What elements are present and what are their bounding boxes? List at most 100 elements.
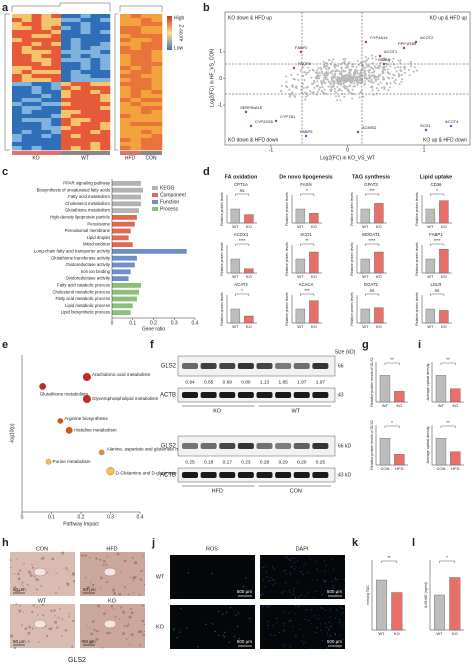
gene-name: FABP1	[429, 232, 443, 237]
background-point	[318, 77, 321, 80]
background-point	[409, 60, 412, 63]
heatmap-cell	[151, 22, 163, 27]
stain-speck	[118, 618, 121, 620]
background-point	[340, 68, 343, 71]
heatmap-cell	[100, 30, 111, 35]
cell-signal	[338, 646, 340, 648]
stain-speck	[10, 566, 12, 569]
stain-speck	[116, 552, 120, 556]
heatmap-cell	[90, 98, 101, 103]
background-point	[336, 85, 339, 88]
group-label: WT	[291, 408, 300, 414]
background-point	[331, 73, 334, 76]
heatmap-cell	[31, 110, 42, 115]
bar	[230, 308, 241, 324]
band-ratio: 0.94	[185, 379, 195, 385]
heatmap-cell	[31, 46, 42, 51]
background-point	[333, 75, 336, 78]
heatmap-cell	[51, 98, 62, 103]
heatmap-cell	[31, 50, 42, 55]
heatmap-cell	[12, 94, 23, 99]
heatmap-cell	[70, 86, 81, 91]
background-point	[355, 66, 358, 69]
cell-signal	[337, 604, 339, 606]
heatmap-cell	[120, 130, 131, 135]
heatmap-cell	[31, 94, 42, 99]
fluorescence-image	[260, 555, 345, 599]
cell-signal	[176, 637, 178, 639]
heatmap-cell	[141, 126, 152, 131]
heatmap-cell	[120, 66, 131, 71]
background-point	[355, 81, 358, 84]
x-tick-label: 0.4	[192, 320, 199, 326]
cell-signal	[218, 634, 220, 636]
heatmap-cell	[31, 114, 42, 119]
background-point	[353, 71, 356, 74]
cell-signal	[273, 635, 275, 637]
point	[106, 467, 115, 476]
background-point	[377, 78, 380, 81]
panel-label: b	[203, 2, 210, 14]
cell-signal	[335, 579, 337, 581]
background-point	[346, 77, 349, 80]
stain-speck	[95, 637, 99, 641]
stain-speck	[29, 573, 33, 577]
gene-point	[244, 110, 248, 114]
cell-signal	[314, 560, 316, 562]
cell-signal	[322, 640, 324, 642]
heatmap-cell	[90, 146, 101, 151]
stain-speck	[40, 584, 43, 587]
cell-signal	[283, 645, 285, 647]
heatmap-cell	[61, 102, 72, 107]
cell-signal	[332, 587, 334, 589]
band-ratio: 1.97	[297, 379, 307, 385]
stain-speck	[17, 572, 20, 576]
heatmap-cell	[151, 70, 163, 75]
x-tick-label: KO	[376, 224, 382, 229]
heatmap-cell	[80, 82, 91, 87]
background-point	[382, 71, 385, 74]
background-point	[310, 76, 313, 79]
background-point	[340, 83, 343, 86]
heatmap-cell	[70, 70, 81, 75]
bar	[112, 201, 142, 207]
heatmap-cell	[31, 74, 42, 79]
background-point	[357, 64, 360, 67]
x-tick-label: 0.2	[78, 514, 85, 520]
cell-signal	[324, 609, 326, 611]
x-tick-label: KO	[441, 324, 447, 329]
y-axis-label: Log2(FC) in HF_VS_CON	[209, 49, 215, 107]
significance: ***	[304, 288, 310, 293]
heatmap-cell	[100, 66, 111, 71]
background-point	[337, 80, 340, 83]
x-tick-label: WT	[297, 274, 304, 279]
heatmap-cell	[21, 78, 32, 83]
heatmap-cell	[130, 98, 142, 103]
background-point	[310, 82, 313, 85]
heatmap-cell	[31, 98, 42, 103]
heatmap-cell	[21, 46, 32, 51]
cell-signal	[218, 610, 220, 612]
heatmap-cell	[41, 42, 52, 47]
stain-speck	[50, 609, 53, 613]
background-point	[338, 79, 341, 82]
background-point	[333, 66, 336, 69]
heatmap-cell	[51, 70, 62, 75]
background-point	[320, 72, 323, 75]
heatmap-cell	[41, 122, 52, 127]
significance-bracket	[235, 193, 250, 196]
heatmap-cell	[90, 14, 101, 19]
cell-signal	[310, 609, 312, 611]
heatmap-cell	[141, 94, 152, 99]
heatmap-cell	[120, 38, 131, 43]
heatmap-cell	[130, 126, 142, 131]
stain-speck	[122, 610, 126, 614]
stain-speck	[66, 570, 69, 572]
category-label: Long-chain fatty acid transporter activi…	[34, 249, 111, 254]
gene-name: ACOX1	[234, 232, 249, 237]
point	[65, 426, 73, 434]
heatmap-cell	[80, 110, 91, 115]
vessel	[103, 567, 117, 577]
bar	[112, 181, 142, 186]
x-tick-label: KO	[311, 324, 317, 329]
